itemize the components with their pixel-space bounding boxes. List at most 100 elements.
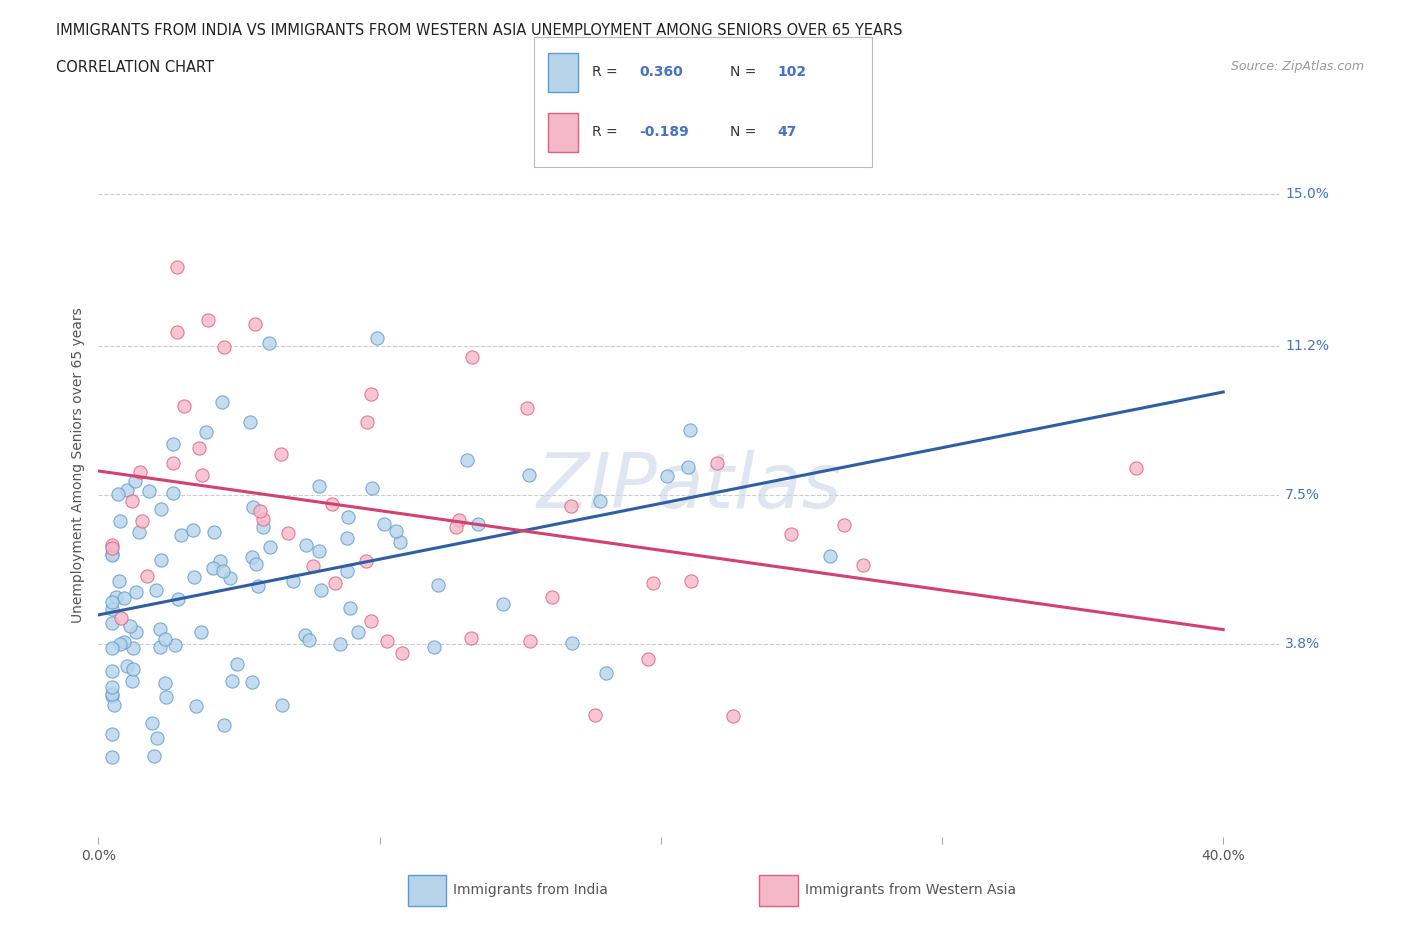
Point — [242, 550, 264, 565]
Point — [153, 631, 176, 646]
Point — [145, 582, 167, 597]
Point — [212, 718, 235, 733]
Point — [294, 628, 316, 643]
Point — [240, 675, 263, 690]
Point — [270, 446, 292, 461]
Point — [818, 549, 841, 564]
Point — [447, 512, 470, 527]
Point — [125, 585, 148, 600]
Point — [517, 468, 540, 483]
Point — [150, 502, 173, 517]
Point — [173, 399, 195, 414]
Point — [375, 633, 398, 648]
Point — [247, 578, 270, 593]
Point — [678, 423, 700, 438]
FancyBboxPatch shape — [548, 53, 578, 92]
Point — [295, 538, 318, 552]
Point — [101, 547, 124, 562]
Point — [149, 639, 172, 654]
Point — [259, 539, 281, 554]
Point — [115, 483, 138, 498]
Point — [245, 557, 267, 572]
Point — [366, 331, 388, 346]
Point — [162, 436, 184, 451]
Point — [360, 481, 382, 496]
Point — [101, 594, 124, 609]
Point — [197, 312, 219, 327]
Point — [211, 394, 233, 409]
Point — [121, 641, 143, 656]
Point — [155, 689, 177, 704]
Point — [107, 487, 129, 502]
Point — [595, 666, 617, 681]
Point — [166, 591, 188, 606]
Point — [103, 698, 125, 712]
Point — [239, 415, 262, 430]
Point — [309, 583, 332, 598]
Point — [136, 568, 159, 583]
FancyBboxPatch shape — [408, 875, 447, 906]
Point — [162, 485, 184, 500]
Point — [212, 564, 235, 578]
Point — [141, 715, 163, 730]
Text: 0.360: 0.360 — [638, 65, 683, 79]
Point — [779, 527, 801, 542]
Point — [108, 573, 131, 588]
Point — [347, 625, 370, 640]
Text: Source: ZipAtlas.com: Source: ZipAtlas.com — [1230, 60, 1364, 73]
Text: N =: N = — [730, 65, 756, 79]
Point — [676, 460, 699, 475]
Point — [516, 400, 538, 415]
Point — [183, 570, 205, 585]
Text: -0.189: -0.189 — [638, 126, 689, 140]
Point — [187, 441, 209, 456]
Point — [131, 513, 153, 528]
Point — [101, 538, 124, 552]
Point — [149, 621, 172, 636]
Point — [360, 387, 382, 402]
Text: Immigrants from Western Asia: Immigrants from Western Asia — [806, 884, 1017, 897]
Point — [101, 750, 124, 764]
Text: R =: R = — [592, 126, 617, 140]
Point — [561, 636, 583, 651]
Text: R =: R = — [592, 65, 617, 79]
Point — [641, 576, 664, 591]
Text: IMMIGRANTS FROM INDIA VS IMMIGRANTS FROM WESTERN ASIA UNEMPLOYMENT AMONG SENIORS: IMMIGRANTS FROM INDIA VS IMMIGRANTS FROM… — [56, 23, 903, 38]
Point — [118, 618, 141, 633]
Point — [560, 499, 582, 514]
Point — [121, 674, 143, 689]
Point — [336, 564, 359, 578]
Point — [145, 731, 167, 746]
Point — [270, 698, 292, 712]
Point — [153, 676, 176, 691]
Point — [101, 640, 124, 655]
Point — [243, 316, 266, 331]
Point — [110, 513, 132, 528]
Point — [101, 547, 124, 562]
Point — [166, 259, 188, 274]
Point — [277, 526, 299, 541]
Point — [129, 464, 152, 479]
Point — [128, 525, 150, 539]
Point — [190, 624, 212, 639]
Point — [162, 456, 184, 471]
Text: 15.0%: 15.0% — [1285, 187, 1329, 201]
Point — [339, 600, 361, 615]
Point — [212, 339, 235, 354]
Point — [706, 456, 728, 471]
Point — [456, 453, 478, 468]
Point — [104, 590, 127, 604]
Point — [423, 640, 446, 655]
Point — [308, 543, 330, 558]
Text: CORRELATION CHART: CORRELATION CHART — [56, 60, 214, 75]
Point — [138, 484, 160, 498]
Point — [165, 638, 187, 653]
Point — [492, 597, 515, 612]
Point — [202, 525, 225, 539]
Point — [321, 497, 343, 512]
Point — [681, 574, 703, 589]
Point — [444, 520, 467, 535]
Point — [249, 504, 271, 519]
Point — [125, 625, 148, 640]
Text: Immigrants from India: Immigrants from India — [454, 884, 609, 897]
